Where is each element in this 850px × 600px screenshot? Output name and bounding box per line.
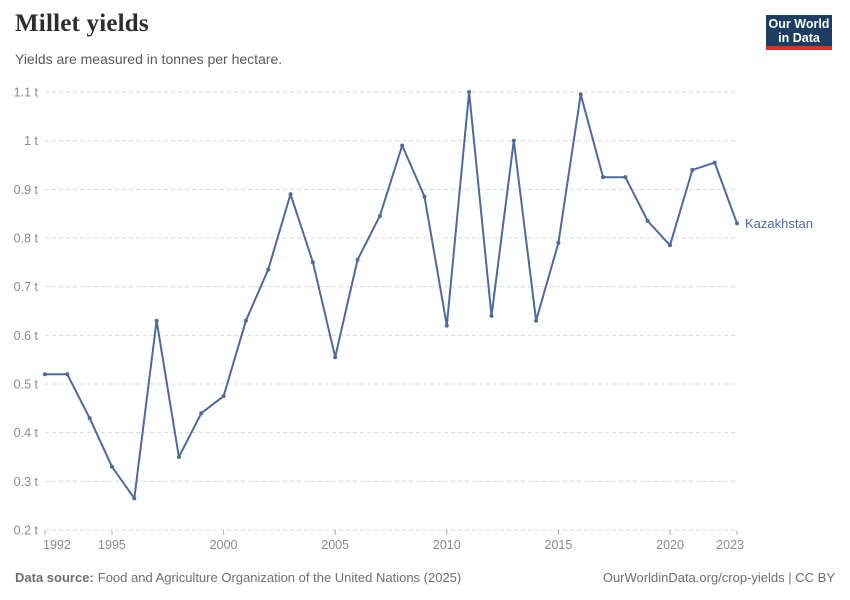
data-point[interactable] bbox=[422, 194, 427, 199]
data-point[interactable] bbox=[65, 372, 70, 377]
data-point[interactable] bbox=[266, 267, 271, 272]
data-source-value: Food and Agriculture Organization of the… bbox=[97, 570, 462, 585]
data-point[interactable] bbox=[556, 240, 561, 245]
owid-logo: Our World in Data bbox=[766, 15, 832, 50]
data-point[interactable] bbox=[578, 92, 583, 97]
data-point[interactable] bbox=[444, 323, 449, 328]
y-tick-label: 0.3 t bbox=[14, 475, 39, 489]
data-point[interactable] bbox=[601, 175, 606, 180]
page-title: Millet yields bbox=[15, 10, 149, 37]
data-point[interactable] bbox=[534, 318, 539, 323]
logo-line-2: in Data bbox=[778, 31, 820, 45]
data-point[interactable] bbox=[668, 243, 673, 248]
data-point[interactable] bbox=[645, 218, 650, 223]
x-tick-label: 2015 bbox=[545, 538, 573, 552]
data-source-label: Data source: bbox=[15, 570, 94, 585]
data-point[interactable] bbox=[377, 214, 382, 219]
x-tick-label: 1992 bbox=[43, 538, 71, 552]
x-tick-label: 2010 bbox=[433, 538, 461, 552]
data-point[interactable] bbox=[333, 355, 338, 360]
data-point[interactable] bbox=[467, 90, 472, 94]
data-point[interactable] bbox=[154, 318, 159, 323]
y-tick-label: 0.6 t bbox=[14, 329, 39, 343]
y-tick-label: 0.4 t bbox=[14, 426, 39, 440]
data-point[interactable] bbox=[310, 260, 315, 265]
data-point[interactable] bbox=[132, 496, 137, 501]
y-tick-label: 0.8 t bbox=[14, 232, 39, 246]
y-tick-label: 0.7 t bbox=[14, 280, 39, 294]
data-point[interactable] bbox=[221, 394, 226, 399]
data-point[interactable] bbox=[176, 455, 181, 459]
series-line-kazakhstan[interactable] bbox=[44, 91, 738, 500]
line-chart[interactable]: 0.2 t 0.3 t 0.4 t 0.5 t 0.6 t 0.7 t 0.8 t 0.9 t… bbox=[0, 80, 850, 560]
data-point[interactable] bbox=[109, 464, 114, 469]
entity-label[interactable]: Kazakhstan bbox=[745, 216, 813, 231]
data-point[interactable] bbox=[87, 416, 92, 421]
data-point[interactable] bbox=[400, 143, 405, 148]
data-point[interactable] bbox=[623, 175, 628, 180]
y-tick-label: 0.5 t bbox=[14, 378, 39, 392]
chart-canvas[interactable]: 0.2 t 0.3 t 0.4 t 0.5 t 0.6 t 0.7 t 0.8 t 0.9 t… bbox=[0, 80, 850, 560]
x-tick-label: 2023 bbox=[716, 538, 744, 552]
data-point[interactable] bbox=[690, 167, 695, 172]
y-tick-label: 0.2 t bbox=[14, 524, 39, 538]
y-tick-label: 1 t bbox=[24, 134, 38, 148]
data-point[interactable] bbox=[355, 257, 360, 262]
chart-subtitle: Yields are measured in tonnes per hectar… bbox=[15, 51, 283, 67]
x-tick-label: 1995 bbox=[98, 538, 126, 552]
data-point[interactable] bbox=[288, 192, 293, 197]
logo-line-1: Our World bbox=[768, 17, 830, 31]
data-point[interactable] bbox=[199, 411, 204, 416]
data-point[interactable] bbox=[43, 372, 47, 377]
x-tick-label: 2005 bbox=[321, 538, 349, 552]
data-point[interactable] bbox=[511, 138, 516, 143]
data-point[interactable] bbox=[243, 318, 248, 323]
data-point[interactable] bbox=[489, 313, 494, 318]
y-tick-label: 1.1 t bbox=[14, 86, 39, 100]
data-point[interactable] bbox=[712, 160, 717, 165]
x-tick-label: 2020 bbox=[656, 538, 684, 552]
y-tick-label: 0.9 t bbox=[14, 183, 39, 197]
footer-link[interactable]: OurWorldinData.org/crop-yields | CC BY bbox=[602, 570, 835, 585]
data-point[interactable] bbox=[735, 221, 739, 226]
data-source: Data source: Food and Agriculture Organiz… bbox=[15, 570, 461, 585]
x-tick-label: 2000 bbox=[210, 538, 238, 552]
